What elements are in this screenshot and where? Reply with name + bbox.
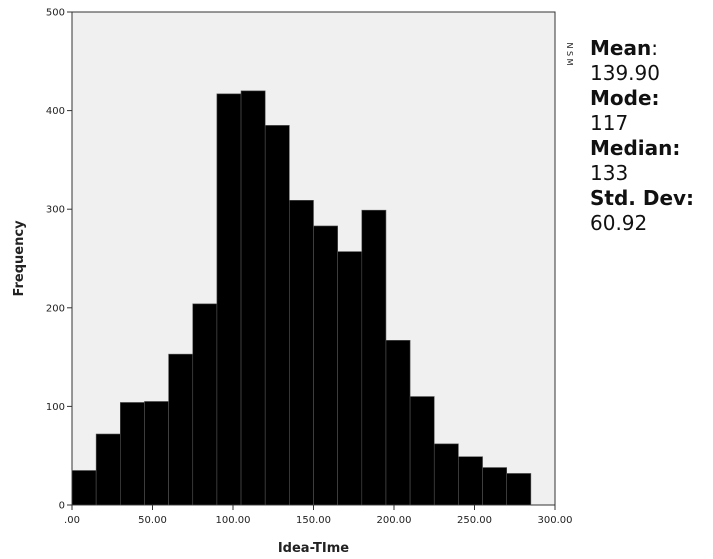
x-tick-label: 300.00 <box>538 515 573 526</box>
histogram-bar <box>216 93 242 506</box>
stat-stddev-label: Std. Dev: <box>590 186 695 210</box>
stat-mode-label: Mode: <box>590 86 660 110</box>
histogram-bar <box>506 473 532 506</box>
y-axis: 0 100 200 300 400 500 <box>46 8 72 512</box>
histogram-bar <box>240 90 266 506</box>
stat-mean-label: Mean: <box>590 36 713 61</box>
histogram-bar <box>313 225 338 506</box>
histogram-bar <box>71 470 97 506</box>
y-tick-label: 500 <box>46 8 65 19</box>
corner-rotated-label: N S M <box>565 42 574 65</box>
histogram-bar <box>458 456 483 506</box>
y-tick-label: 300 <box>46 205 65 216</box>
y-tick-label: 0 <box>59 501 65 512</box>
stat-mean-colon: : <box>651 36 658 60</box>
x-tick-label: 100.00 <box>216 515 251 526</box>
histogram-bar <box>433 443 459 506</box>
x-tick-label: .00 <box>64 515 80 526</box>
histogram-bar <box>385 340 411 506</box>
y-axis-title: Frequency <box>12 220 27 297</box>
x-tick-label: 200.00 <box>377 515 412 526</box>
histogram-bar <box>120 402 145 506</box>
x-tick-label: 250.00 <box>457 515 492 526</box>
stats-panel: Mean: 139.90 Mode: 117 Median: 133 Std. … <box>590 36 713 236</box>
stat-median-label: Median: <box>590 136 681 160</box>
x-tick-label: 150.00 <box>296 515 331 526</box>
histogram-bar <box>168 353 194 506</box>
stat-mean-label-text: Mean <box>590 36 652 60</box>
stat-mode-value: 117 <box>590 111 629 135</box>
y-tick-label: 400 <box>46 106 65 117</box>
histogram-bar <box>289 200 314 506</box>
bars-group <box>71 90 532 506</box>
x-axis-title: Idea-TIme <box>278 541 349 556</box>
histogram-bar <box>144 401 169 506</box>
histogram-bar <box>361 209 387 506</box>
stat-stddev-value: 60.92 <box>590 211 648 235</box>
x-axis: .00 50.00 100.00 150.00 200.00 250.00 300.00 <box>64 505 573 526</box>
stat-median-value: 133 <box>590 161 629 185</box>
y-tick-label: 200 <box>46 303 65 314</box>
stat-mean-value: 139.90 <box>590 61 660 85</box>
y-tick-label: 100 <box>46 402 65 413</box>
histogram-bar <box>192 303 218 506</box>
x-tick-label: 50.00 <box>138 515 167 526</box>
histogram-bar <box>337 251 363 506</box>
histogram-bar <box>409 396 435 506</box>
histogram-bar <box>482 467 507 506</box>
histogram-bar <box>95 433 121 506</box>
histogram-bar <box>264 125 290 506</box>
